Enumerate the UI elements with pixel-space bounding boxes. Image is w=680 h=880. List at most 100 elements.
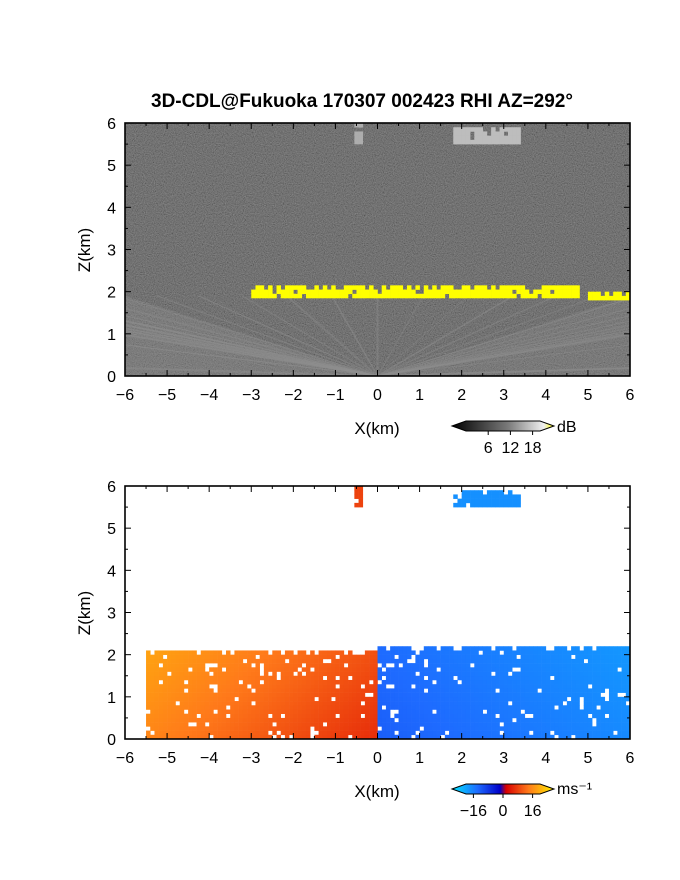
echo-cell: [364, 713, 370, 719]
echo-cell: [461, 289, 467, 295]
echo-cell: [411, 705, 416, 710]
echo-cell: [449, 705, 454, 710]
echo-cell: [364, 658, 370, 664]
echo-cell: [301, 658, 307, 664]
echo-cell: [331, 671, 336, 677]
echo-cell: [613, 650, 618, 655]
echo-cell: [449, 709, 454, 714]
echo-cell: [301, 713, 307, 719]
echo-cell: [356, 663, 361, 668]
echo-cell: [482, 679, 488, 685]
echo-cell: [259, 675, 265, 681]
echo-cell: [457, 135, 462, 141]
echo-cell: [192, 675, 197, 681]
echo-cell: [507, 688, 513, 693]
echo-cell: [385, 667, 391, 672]
echo-cell: [587, 650, 593, 655]
echo-cell: [318, 663, 324, 668]
echo-cell: [322, 726, 328, 731]
echo-cell: [461, 696, 467, 702]
echo-cell: [146, 667, 151, 672]
echo-cell: [613, 663, 618, 668]
echo-cell: [175, 654, 181, 660]
echo-cell: [293, 684, 298, 689]
echo-cell: [331, 709, 336, 714]
echo-cell: [533, 658, 538, 664]
echo-cell: [293, 692, 298, 698]
echo-cell: [587, 701, 593, 706]
echo-cell: [339, 734, 345, 739]
echo-cell: [343, 679, 349, 685]
echo-cell: [162, 675, 168, 681]
echo-cell: [234, 671, 239, 677]
echo-cell: [608, 722, 614, 727]
x-tick-label: −4: [200, 387, 218, 404]
echo-cell: [600, 646, 606, 651]
echo-cell: [335, 671, 340, 677]
echo-cell: [440, 658, 446, 664]
echo-cell: [192, 688, 197, 693]
echo-cell: [335, 658, 340, 664]
echo-cell: [457, 289, 462, 295]
echo-cell: [204, 734, 210, 739]
echo-cell: [146, 717, 151, 723]
echo-cell: [179, 726, 185, 731]
echo-cell: [432, 730, 437, 736]
echo-cell: [457, 127, 462, 132]
echo-cell: [428, 654, 433, 660]
echo-cell: [423, 705, 429, 710]
echo-cell: [259, 293, 265, 299]
echo-cell: [419, 696, 425, 702]
echo-cell: [196, 734, 202, 739]
echo-cell: [587, 675, 593, 681]
echo-cell: [284, 684, 290, 689]
echo-cell: [284, 293, 290, 299]
echo-cell: [554, 650, 559, 655]
echo-cell: [175, 667, 181, 672]
echo-cell: [545, 701, 551, 706]
echo-cell: [259, 705, 265, 710]
echo-cell: [621, 730, 627, 736]
echo-cell: [238, 663, 244, 668]
echo-cell: [621, 650, 627, 655]
echo-cell: [255, 701, 260, 706]
echo-cell: [575, 705, 580, 710]
echo-cell: [272, 658, 277, 664]
echo-cell: [482, 671, 488, 677]
echo-cell: [150, 705, 155, 710]
echo-cell: [428, 713, 433, 719]
echo-cell: [550, 654, 555, 660]
echo-cell: [373, 289, 378, 295]
echo-cell: [545, 730, 551, 736]
echo-cell: [327, 709, 332, 714]
echo-cell: [550, 722, 555, 727]
echo-cell: [310, 684, 315, 689]
echo-cell: [613, 646, 618, 651]
echo-cell: [558, 671, 563, 677]
echo-cell: [247, 654, 252, 660]
echo-cell: [411, 701, 416, 706]
echo-cell: [171, 667, 176, 672]
echo-cell: [402, 658, 408, 664]
echo-cell: [385, 293, 391, 299]
echo-cell: [516, 658, 521, 664]
echo-cell: [268, 654, 273, 660]
echo-cell: [230, 717, 235, 723]
echo-cell: [474, 654, 479, 660]
echo-cell: [364, 675, 370, 681]
echo-cell: [495, 734, 500, 739]
echo-cell: [562, 692, 568, 698]
echo-cell: [550, 650, 555, 655]
echo-cell: [524, 701, 530, 706]
echo-cell: [625, 650, 630, 655]
echo-cell: [358, 139, 364, 145]
echo-cell: [221, 658, 227, 664]
echo-cell: [613, 675, 618, 681]
echo-cell: [411, 696, 416, 702]
echo-cell: [175, 663, 181, 668]
echo-cell: [478, 658, 484, 664]
echo-cell: [390, 658, 395, 664]
echo-cell: [377, 722, 383, 727]
echo-cell: [583, 675, 589, 681]
echo-cell: [587, 667, 593, 672]
